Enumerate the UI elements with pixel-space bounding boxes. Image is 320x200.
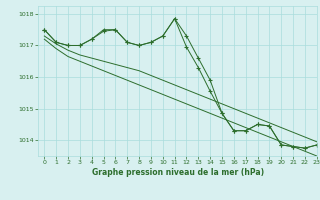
X-axis label: Graphe pression niveau de la mer (hPa): Graphe pression niveau de la mer (hPa) — [92, 168, 264, 177]
